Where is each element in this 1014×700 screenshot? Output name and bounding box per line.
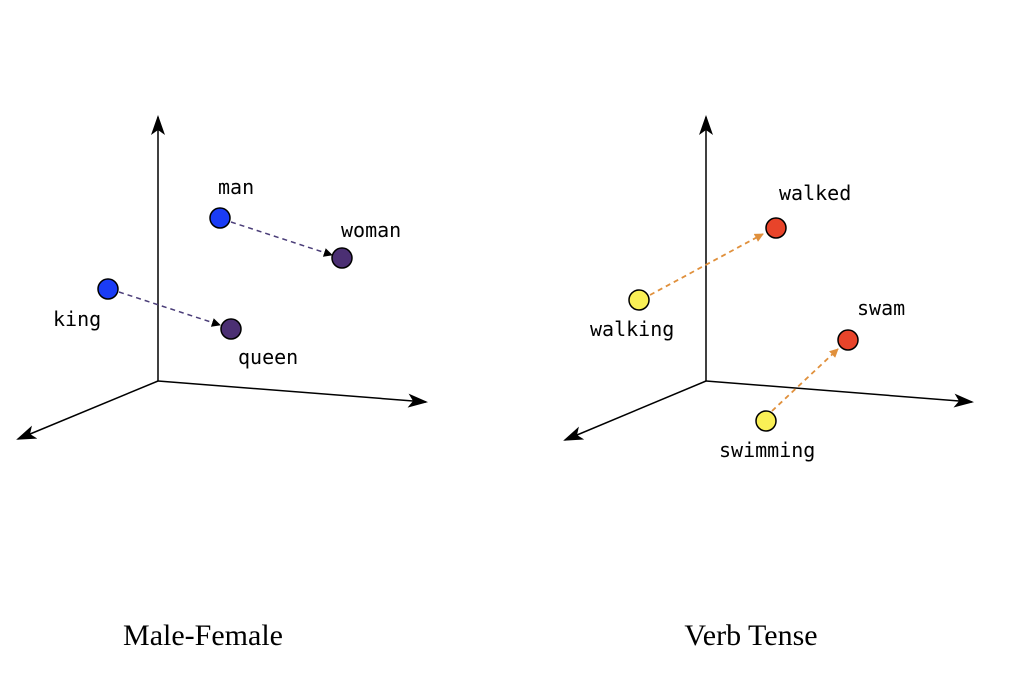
- label-walked: walked: [779, 181, 851, 205]
- relation-arrow-king-queen: [118, 291, 221, 327]
- axis-depth: [563, 380, 707, 441]
- caption-male-female: Male-Female: [123, 619, 283, 652]
- label-king: king: [53, 307, 101, 331]
- point-woman: [331, 247, 353, 269]
- label-walking: walking: [590, 317, 674, 341]
- label-man: man: [218, 175, 254, 199]
- label-swimming: swimming: [719, 438, 815, 462]
- relation-arrow-swimming-swam: [771, 348, 839, 412]
- point-walking: [628, 289, 650, 311]
- relation-arrow-man-woman: [230, 221, 333, 257]
- axes: [563, 115, 974, 441]
- relation-arrow-walking-walked: [649, 233, 764, 296]
- label-queen: queen: [238, 345, 298, 369]
- axis-depth: [16, 380, 159, 440]
- panel-verb-tense: walking walked swimming swam Verb Tense: [563, 115, 974, 652]
- caption-verb-tense: Verb Tense: [684, 619, 817, 652]
- label-woman: woman: [341, 218, 401, 242]
- point-swam: [837, 329, 859, 351]
- point-king: [97, 278, 119, 300]
- point-swimming: [755, 410, 777, 432]
- label-swam: swam: [857, 296, 905, 320]
- axis-horizontal: [705, 380, 974, 408]
- point-queen: [220, 318, 242, 340]
- panel-male-female: man woman king queen Male-Female: [16, 115, 428, 652]
- point-man: [209, 207, 231, 229]
- axis-horizontal: [157, 380, 428, 408]
- axes: [16, 115, 428, 440]
- point-walked: [765, 217, 787, 239]
